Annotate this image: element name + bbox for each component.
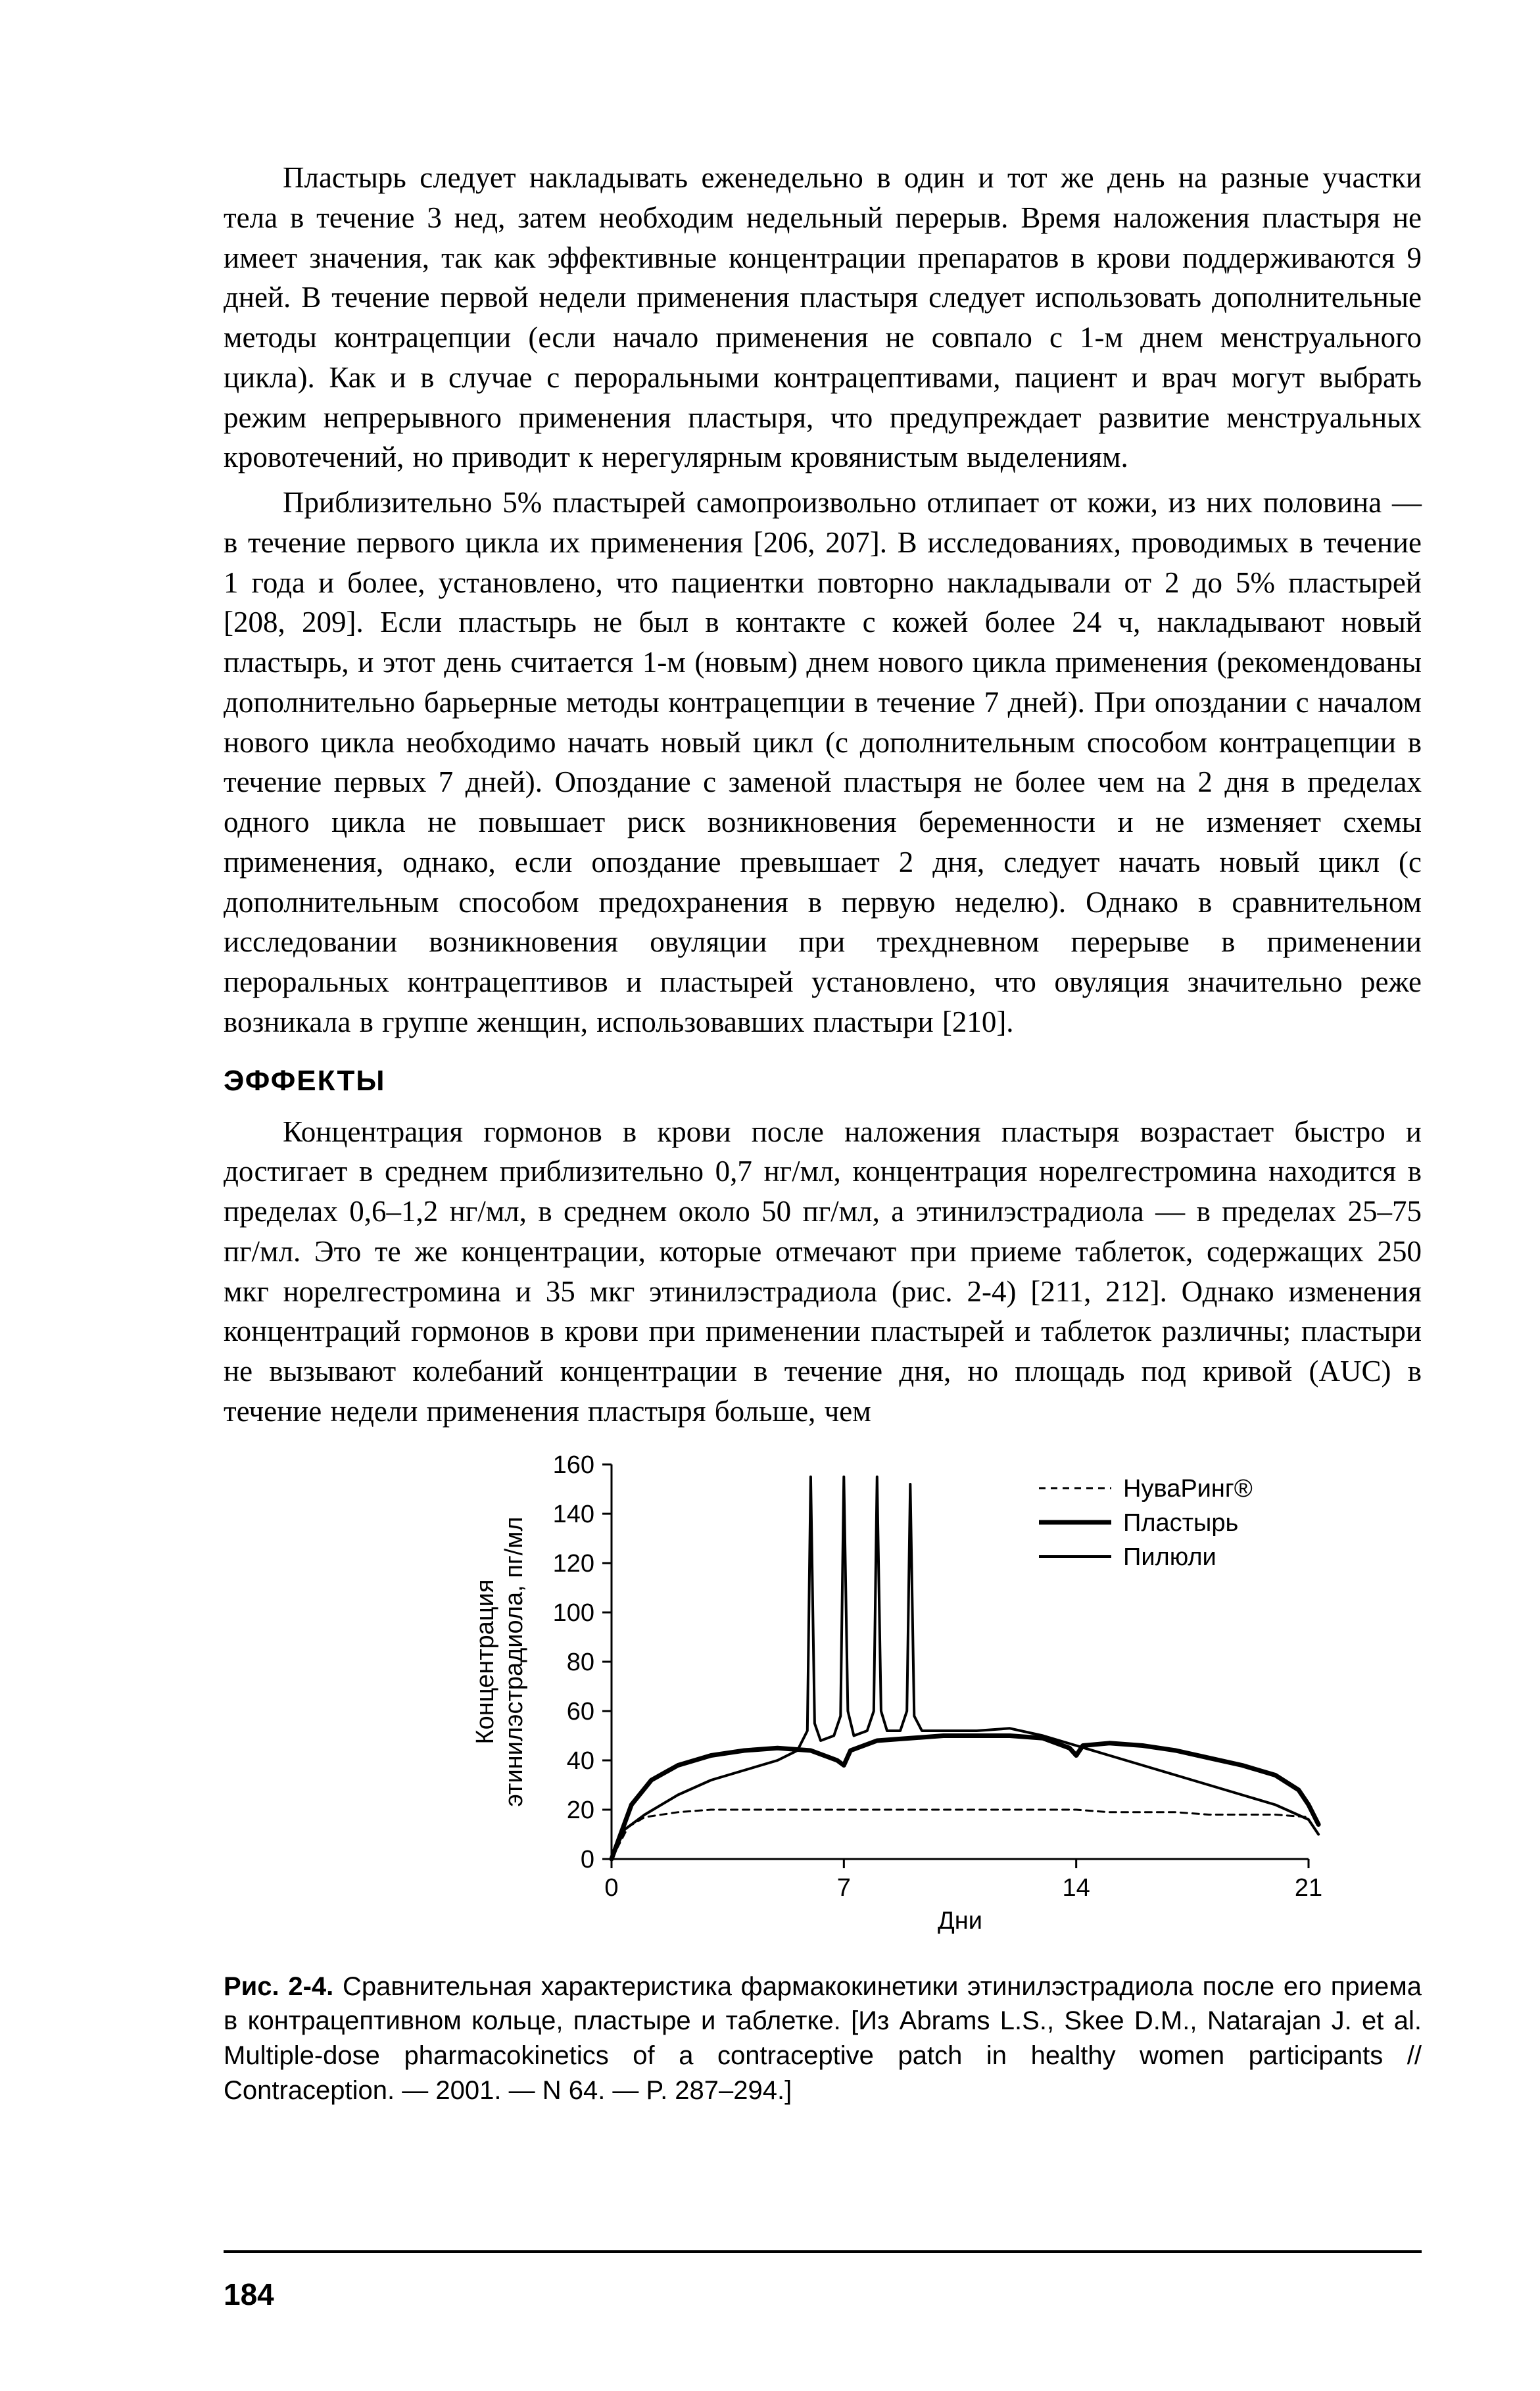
figure-caption-text: Сравнительная характеристика фармакокине… bbox=[224, 1972, 1422, 2105]
svg-text:этинилэстрадиола, пг/мл: этинилэстрадиола, пг/мл bbox=[500, 1516, 528, 1806]
svg-text:21: 21 bbox=[1295, 1874, 1322, 1902]
paragraph-1: Пластырь следует накладывать еженедельно… bbox=[224, 158, 1422, 477]
svg-text:НуваРинг®: НуваРинг® bbox=[1123, 1475, 1253, 1503]
page-number: 184 bbox=[224, 2277, 274, 2312]
paragraph-2: Приблизительно 5% пластырей самопроизвол… bbox=[224, 483, 1422, 1042]
svg-text:160: 160 bbox=[553, 1451, 594, 1479]
paragraph-3: Концентрация гормонов в крови после нало… bbox=[224, 1112, 1422, 1432]
svg-text:Концентрация: Концентрация bbox=[471, 1579, 499, 1744]
svg-text:Дни: Дни bbox=[938, 1907, 982, 1935]
svg-text:120: 120 bbox=[553, 1550, 594, 1578]
svg-text:0: 0 bbox=[604, 1874, 618, 1902]
svg-text:7: 7 bbox=[837, 1874, 851, 1902]
pk-chart: 0 20 40 60 80 100 120 140 160 0 7 14 21 Дни Концентрац… bbox=[460, 1451, 1355, 1938]
figure-caption: Рис. 2-4. Сравнительная характеристика ф… bbox=[224, 1969, 1422, 2108]
footer-rule bbox=[224, 2250, 1422, 2253]
svg-text:20: 20 bbox=[567, 1797, 594, 1824]
svg-text:100: 100 bbox=[553, 1599, 594, 1627]
figure-caption-label: Рис. 2-4. bbox=[224, 1972, 333, 2001]
svg-text:Пилюли: Пилюли bbox=[1123, 1543, 1216, 1571]
svg-text:140: 140 bbox=[553, 1501, 594, 1528]
section-heading-effects: ЭФФЕКТЫ bbox=[224, 1065, 1422, 1098]
svg-text:0: 0 bbox=[581, 1846, 594, 1873]
svg-text:60: 60 bbox=[567, 1698, 594, 1726]
svg-text:Пластырь: Пластырь bbox=[1123, 1509, 1238, 1537]
svg-text:40: 40 bbox=[567, 1747, 594, 1775]
svg-text:14: 14 bbox=[1063, 1874, 1090, 1902]
svg-text:80: 80 bbox=[567, 1649, 594, 1676]
